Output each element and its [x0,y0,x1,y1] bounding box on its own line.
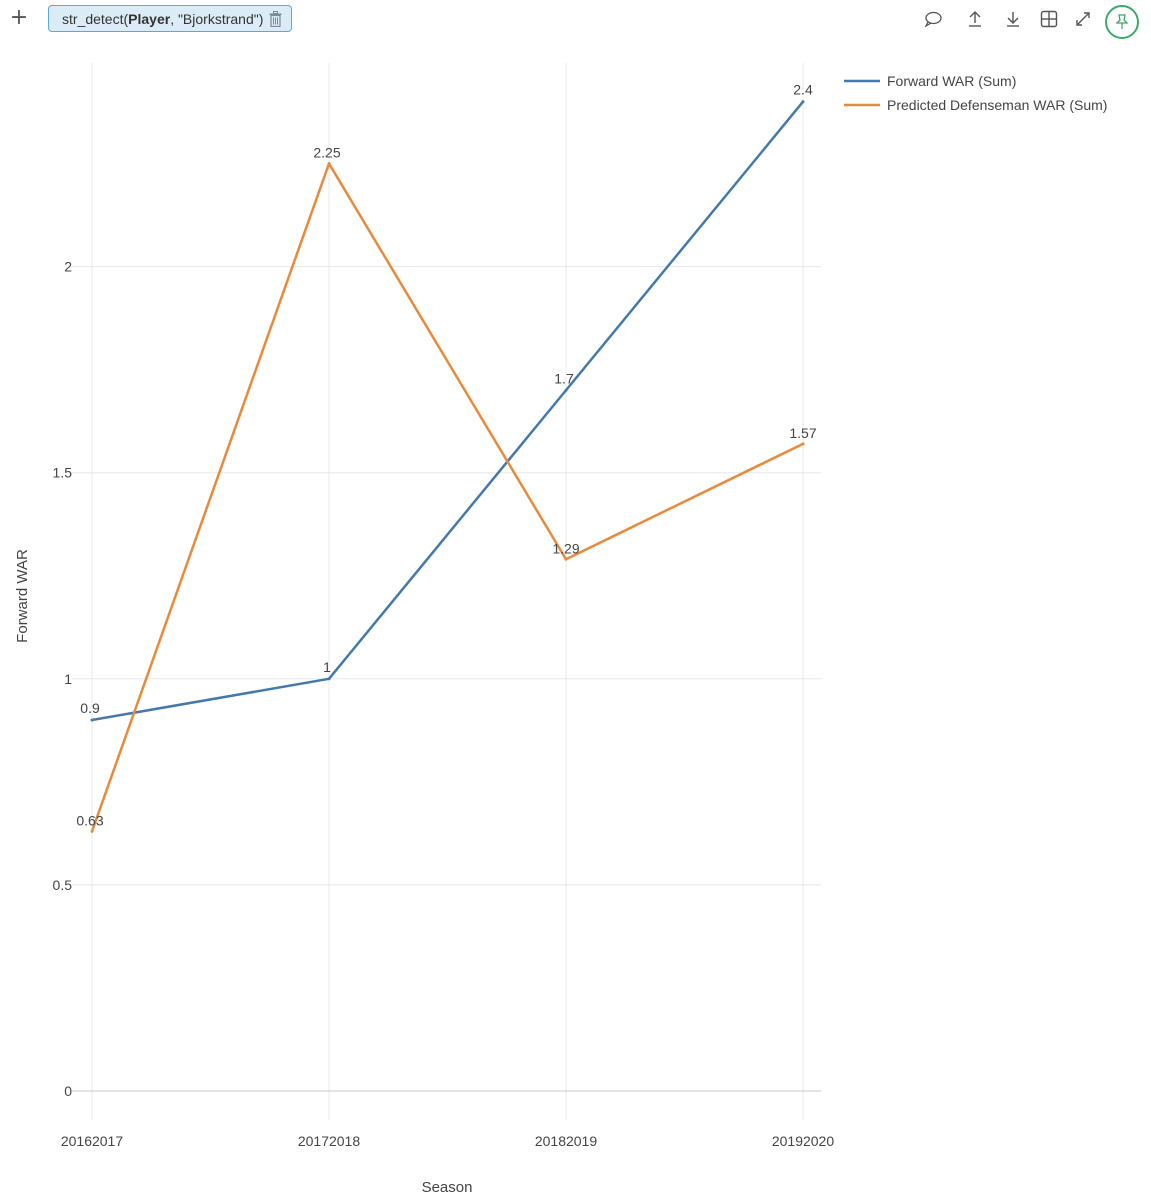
y-axis-title: Forward WAR [14,549,31,643]
x-tick-label: 20182019 [535,1133,598,1149]
data-label: 0.9 [80,700,100,716]
data-point [327,162,331,166]
gridlines [72,63,821,1120]
y-tick-label: 1.5 [53,465,73,481]
data-point [801,442,805,446]
x-tick-label: 20162017 [61,1133,124,1149]
data-point [801,100,805,104]
legend-label: Predicted Defenseman WAR (Sum) [887,97,1107,113]
expand-icon[interactable] [1071,7,1095,31]
series-line [91,100,804,722]
data-point [564,557,568,561]
series-lines [90,100,805,833]
legend: Forward WAR (Sum) Predicted Defenseman WA… [844,73,1107,113]
y-tick-label: 0.5 [53,877,73,893]
data-label: 1.29 [552,540,579,556]
data-point [564,388,568,392]
filter-chip[interactable]: str_detect(Player, "Bjorkstrand") [48,5,293,32]
data-label: 2.25 [313,145,340,161]
y-tick-label: 1 [64,671,72,687]
legend-label: Forward WAR (Sum) [887,73,1016,89]
y-tick-label: 2 [64,259,72,275]
grid-icon[interactable] [1037,7,1061,31]
pin-icon[interactable] [1105,5,1139,39]
data-point [327,677,331,681]
x-axis-title: Season [422,1179,473,1196]
filter-field: Player [128,10,171,27]
chart-toolbar [921,5,1151,39]
download-icon[interactable] [1001,7,1025,31]
data-label: 0.63 [76,812,103,828]
y-axis-ticks: 0 0.5 1 1.5 2 [53,259,73,1099]
filter-argument: , "Bjorkstrand") [170,10,264,27]
series-line [90,162,804,832]
add-button[interactable]: + [9,5,29,30]
y-tick-label: 0 [64,1083,72,1099]
data-label: 2.4 [793,82,813,98]
data-point [90,829,94,833]
data-label: 1.57 [789,425,816,441]
comment-icon[interactable] [921,7,945,31]
filter-function: str_detect( [62,10,129,27]
upload-icon[interactable] [963,7,987,31]
x-tick-label: 20192020 [772,1133,835,1149]
x-axis-ticks: 20162017 20172018 20182019 20192020 [61,1133,835,1149]
data-label: 1.7 [554,370,574,386]
data-label: 1 [323,659,331,675]
data-labels: 0.9 1 1.7 2.4 0.63 2.25 1.29 1.57 [76,82,816,829]
x-tick-label: 20172018 [298,1133,361,1149]
trash-icon[interactable] [269,10,282,27]
data-point [90,718,94,722]
